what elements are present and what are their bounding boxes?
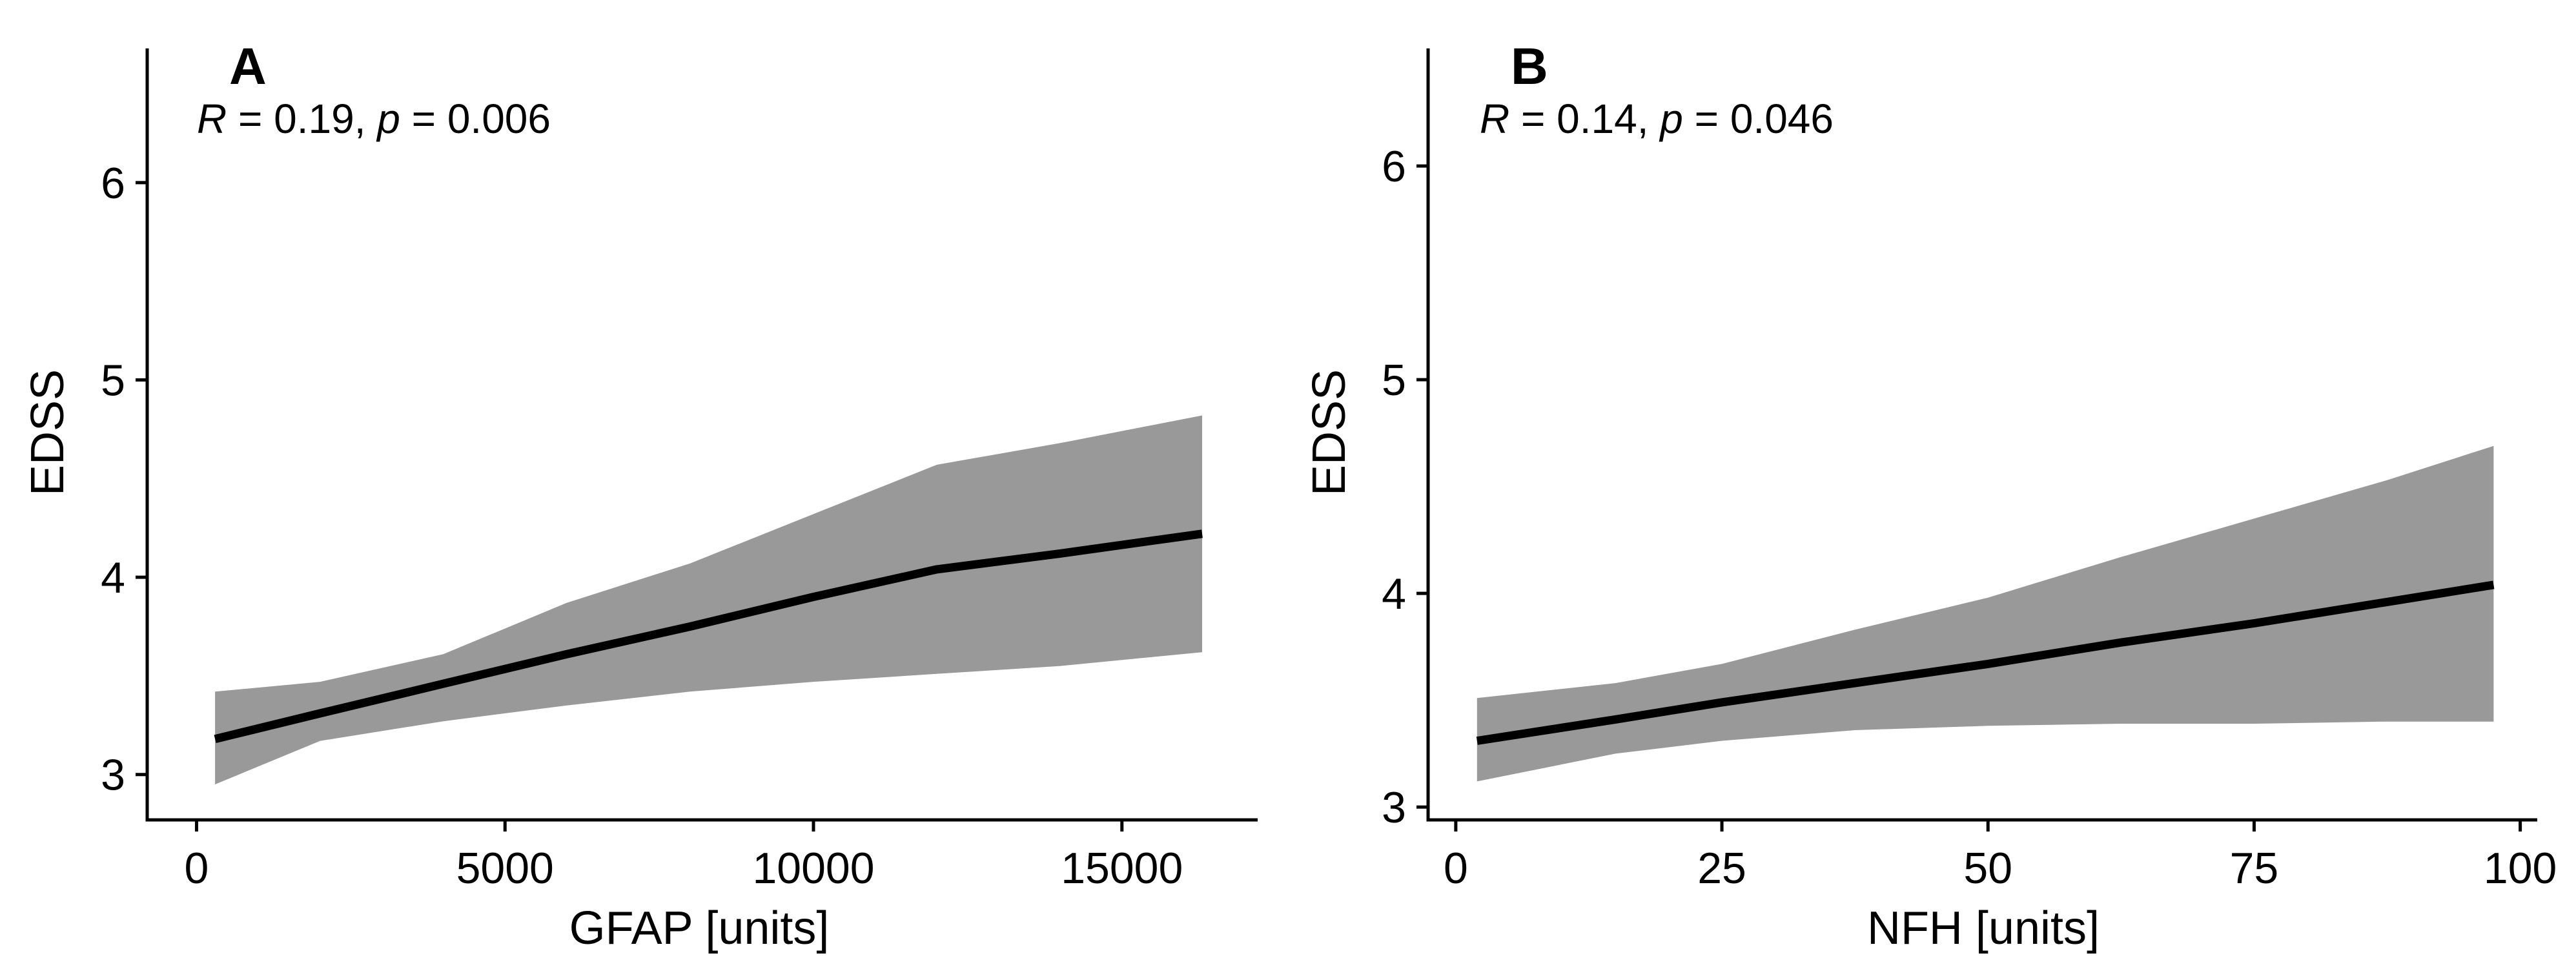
confidence-band-a (215, 415, 1203, 784)
x-tick-label-a-5000: 5000 (456, 844, 554, 893)
y-axis-title-b: EDSS (1303, 369, 1355, 496)
x-tick-label-a-10000: 10000 (752, 844, 874, 893)
fit-line-a (214, 529, 1203, 744)
p-value-a: 0.006 (447, 96, 551, 142)
regression-line-a (214, 529, 1203, 744)
y-tick-label-a-3: 3 (101, 751, 125, 800)
y-tick-label-a-4: 4 (101, 553, 125, 602)
r-value-a: 0.19 (274, 96, 354, 142)
ci-band-a (215, 415, 1203, 784)
r-value-b: 0.14 (1557, 96, 1637, 142)
y-axis-title-a: EDSS (22, 369, 74, 496)
y-tick-label-b-4: 4 (1382, 569, 1406, 618)
x-tick-label-b-0: 0 (1444, 844, 1468, 893)
panel-a: 3 4 5 6 0 5000 10000 15000 A R = 0.19, p = 0.00… (22, 37, 1258, 954)
panel-b: 3 4 5 6 0 25 50 75 100 B R = 0.14, p = 0.046 NFH… (1303, 37, 2557, 954)
y-tick-label-b-5: 5 (1382, 356, 1406, 405)
r-symbol-a: R (197, 96, 227, 142)
r-symbol-b: R (1480, 96, 1509, 142)
y-tick-label-a-5: 5 (101, 356, 125, 405)
x-tick-label-b-25: 25 (1697, 844, 1746, 893)
ci-band-b (1477, 445, 2494, 782)
axes-b (1426, 48, 2537, 822)
regression-line-b (1476, 580, 2495, 745)
x-tick-label-b-100: 100 (2484, 844, 2557, 893)
x-axis-title-a: GFAP [units] (569, 903, 830, 954)
axes-a (145, 48, 1258, 822)
x-tick-label-a-0: 0 (185, 844, 209, 893)
p-value-b: 0.046 (1730, 96, 1834, 142)
ticks-a: 3 4 5 6 0 5000 10000 15000 (101, 159, 1183, 893)
panel-label-b: B (1511, 37, 1548, 95)
panel-label-a: A (229, 37, 267, 95)
confidence-band-b (1477, 445, 2494, 782)
stat-annotation-b: R = 0.14, p = 0.046 (1480, 96, 1834, 142)
y-tick-label-b-3: 3 (1382, 783, 1406, 832)
x-tick-label-b-75: 75 (2230, 844, 2279, 893)
y-tick-label-a-6: 6 (101, 159, 125, 208)
x-axis-title-b: NFH [units] (1867, 903, 2100, 954)
ticks-b: 3 4 5 6 0 25 50 75 100 (1382, 142, 2557, 893)
x-tick-label-b-50: 50 (1963, 844, 2012, 893)
fit-line-b (1476, 580, 2495, 745)
y-tick-label-b-6: 6 (1382, 142, 1406, 191)
p-symbol-b: p (1659, 96, 1683, 142)
stat-annotation-a: R = 0.19, p = 0.006 (197, 96, 551, 142)
x-tick-label-a-15000: 15000 (1061, 844, 1183, 893)
p-symbol-a: p (376, 96, 400, 142)
